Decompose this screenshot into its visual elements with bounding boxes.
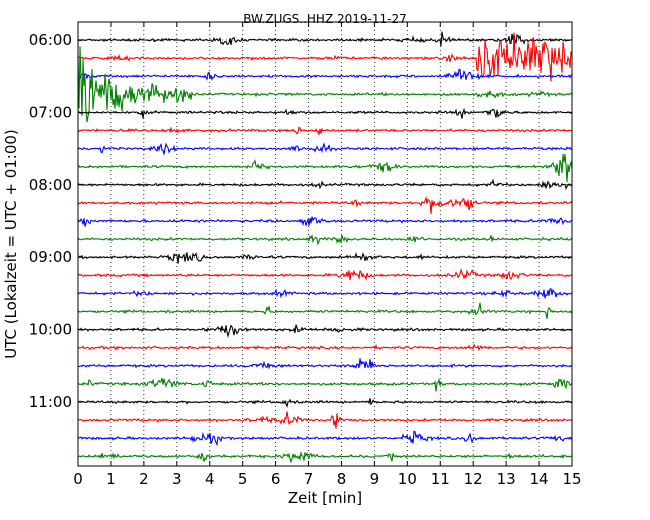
- trace-15: [77, 302, 573, 319]
- trace-9: [77, 195, 573, 214]
- y-tick-label-4: 10:00: [29, 321, 72, 339]
- x-tick-label-15: 15: [562, 470, 581, 488]
- x-tick-label-13: 13: [497, 470, 516, 488]
- trace-7: [77, 154, 573, 183]
- trace-17: [77, 343, 573, 351]
- x-tick-label-7: 7: [304, 470, 314, 488]
- axis-ticks: 0 1 2 3 4 5 6 7 8 9 10 11 12 13 14 1506:0007:0008:0009:…: [29, 22, 582, 488]
- y-tick-label-1: 07:00: [29, 103, 72, 121]
- trace-6: [77, 142, 573, 155]
- x-tick-label-2: 2: [139, 470, 149, 488]
- x-tick-label-12: 12: [464, 470, 483, 488]
- trace-20: [77, 398, 573, 409]
- x-tick-label-4: 4: [205, 470, 215, 488]
- y-tick-label-2: 08:00: [29, 176, 72, 194]
- trace-5: [77, 126, 573, 135]
- trace-1: [77, 32, 573, 82]
- trace-group: [77, 31, 573, 464]
- trace-3: [77, 46, 573, 123]
- y-axis-label: UTC (Lokalzeit = UTC + 01:00): [2, 129, 20, 359]
- trace-16: [77, 324, 573, 339]
- x-tick-label-10: 10: [398, 470, 417, 488]
- plot-frame: [77, 21, 573, 467]
- trace-8: [77, 178, 573, 190]
- trace-11: [77, 234, 573, 246]
- x-tick-label-14: 14: [530, 470, 549, 488]
- trace-12: [77, 252, 573, 264]
- x-tick-label-9: 9: [370, 470, 380, 488]
- x-tick-label-11: 11: [431, 470, 450, 488]
- trace-2: [77, 68, 573, 81]
- trace-21: [77, 411, 573, 429]
- x-tick-label-6: 6: [271, 470, 281, 488]
- trace-13: [77, 268, 573, 281]
- x-tick-label-8: 8: [337, 470, 347, 488]
- trace-14: [77, 288, 573, 299]
- trace-18: [78, 358, 573, 370]
- trace-22: [77, 430, 573, 447]
- y-tick-label-3: 09:00: [29, 248, 72, 266]
- x-tick-label-1: 1: [106, 470, 116, 488]
- x-axis-label: Zeit [min]: [288, 489, 362, 507]
- y-tick-label-5: 11:00: [29, 393, 72, 411]
- x-tick-label-0: 0: [73, 470, 83, 488]
- chart-title: BW.ZUGS..HHZ 2019-11-27: [243, 12, 406, 26]
- trace-23: [77, 450, 573, 464]
- trace-4: [77, 107, 573, 119]
- trace-10: [77, 216, 573, 227]
- trace-0: [77, 31, 573, 47]
- trace-19: [77, 377, 573, 392]
- y-tick-label-0: 06:00: [29, 31, 72, 49]
- x-tick-label-3: 3: [172, 470, 182, 488]
- x-tick-label-5: 5: [238, 470, 248, 488]
